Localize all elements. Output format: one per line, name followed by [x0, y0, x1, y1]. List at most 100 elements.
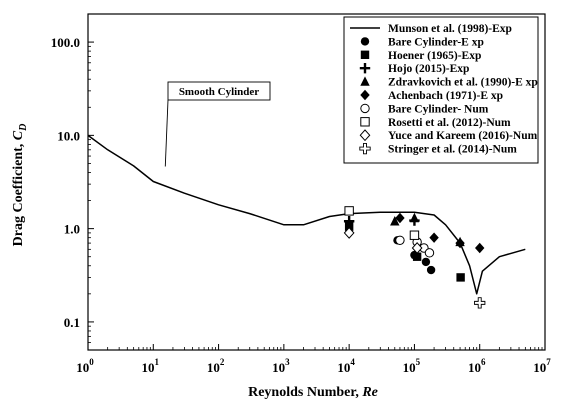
series-5	[395, 212, 485, 254]
x-tick-base: 10	[533, 360, 546, 375]
data-point	[429, 232, 439, 243]
legend-item: Bare Cylinder- Num	[360, 103, 489, 115]
x-tick-exponent: 3	[285, 357, 290, 367]
legend-label: Zdravkovich et al. (1990)-E xp	[388, 77, 538, 89]
data-point	[456, 273, 465, 282]
x-tick-exponent: 1	[155, 357, 160, 367]
x-tick-label: 107	[533, 357, 551, 375]
x-tick-exponent: 2	[220, 357, 225, 367]
series-7	[344, 206, 420, 240]
legend-item: Munson et al. (1998)-Exp	[350, 23, 512, 35]
series-8	[343, 226, 423, 254]
y-axis-title: Drag Coefficient, CD	[11, 124, 29, 247]
x-tick-label: 101	[142, 357, 160, 375]
legend-label: Yuce and Kareem (2016)-Num	[388, 130, 538, 142]
series-layer	[87, 134, 526, 309]
y-axis-title-symbol: C	[11, 130, 26, 140]
x-axis-title-symbol: Re	[361, 385, 378, 400]
data-point	[409, 212, 420, 223]
data-point	[424, 248, 435, 258]
data-point	[344, 206, 354, 216]
legend-item: Zdravkovich et al. (1990)-E xp	[360, 76, 538, 89]
x-tick-exponent: 7	[546, 357, 551, 367]
x-tick-label: 100	[76, 357, 94, 375]
data-point	[421, 257, 431, 267]
x-tick-exponent: 5	[416, 357, 421, 367]
x-tick-label: 103	[272, 357, 290, 375]
x-tick-label: 105	[403, 357, 421, 375]
data-point	[395, 212, 405, 224]
legend-marker	[360, 103, 370, 114]
legend-marker	[359, 142, 371, 155]
x-tick-base: 10	[76, 360, 89, 375]
x-tick-base: 10	[468, 360, 481, 375]
y-tick-label: 100.0	[51, 35, 80, 50]
x-tick-base: 10	[403, 360, 416, 375]
data-point	[426, 265, 436, 275]
data-point	[411, 242, 423, 254]
x-tick-base: 10	[337, 360, 350, 375]
legend-item: Hoener (1965)-Exp	[360, 50, 481, 62]
legend-box	[343, 16, 539, 164]
legend-item: Achenbach (1971)-E xp	[360, 89, 503, 102]
y-tick-label: 10.0	[57, 128, 80, 143]
x-tick-base: 10	[142, 360, 155, 375]
legend-marker	[360, 50, 370, 59]
y-axis-title-subscript: D	[18, 124, 29, 132]
y-tick-label: 1.0	[64, 222, 80, 237]
legend-label: Munson et al. (1998)-Exp	[388, 23, 512, 35]
x-axis-ticks: 100 101 102 103 104 105 106 107	[76, 344, 551, 375]
annotation-box	[167, 81, 271, 101]
y-tick-label: 0.1	[64, 315, 80, 330]
data-point	[343, 226, 355, 239]
legend-marker	[359, 63, 371, 74]
legend-marker	[360, 37, 370, 46]
legend-item: Yuce and Kareem (2016)-Num	[359, 129, 538, 142]
legend-marker	[360, 76, 370, 86]
legend-marker	[360, 117, 370, 127]
legend-label: Bare Cylinder- Num	[388, 103, 489, 115]
data-point	[409, 230, 420, 240]
series-3	[343, 215, 420, 227]
series-2	[344, 222, 465, 282]
data-point	[474, 297, 486, 309]
x-tick-exponent: 0	[89, 357, 94, 367]
legend-label: Achenbach (1971)-E xp	[388, 90, 503, 102]
x-tick-label: 106	[468, 357, 486, 375]
y-axis-title-text: Drag Coefficient,	[11, 140, 26, 246]
x-tick-base: 10	[207, 360, 220, 375]
legend-item: Rosetti et al. (2012)-Num	[360, 117, 511, 129]
legend-marker	[359, 129, 371, 142]
data-point	[412, 252, 422, 261]
legend-marker	[360, 89, 370, 101]
x-tick-base: 10	[272, 360, 285, 375]
series-9	[474, 297, 486, 309]
x-axis-title-text: Reynolds Number,	[248, 385, 362, 400]
x-tick-exponent: 4	[350, 357, 355, 367]
annotation-arrow	[164, 99, 169, 167]
x-tick-exponent: 6	[481, 357, 486, 367]
legend-item: Bare Cylinder-E xp	[360, 36, 484, 48]
legend-label: Stringer et al. (2014)-Num	[388, 144, 517, 156]
annotation-layer: Smooth Cylinder	[164, 81, 271, 167]
data-point	[395, 235, 405, 245]
data-point	[390, 216, 400, 226]
x-axis-title: Reynolds Number, Re	[248, 385, 378, 400]
legend-label: Bare Cylinder-E xp	[388, 36, 484, 48]
plot-frame	[87, 13, 546, 351]
data-point	[343, 216, 355, 227]
legend-label: Hoener (1965)-Exp	[388, 50, 481, 62]
x-tick-label: 102	[207, 357, 225, 375]
legend-label: Hojo (2015)-Exp	[388, 63, 469, 75]
legend-item: Hojo (2015)-Exp	[359, 63, 469, 75]
data-point	[344, 222, 354, 231]
data-point	[455, 237, 465, 249]
legend-item: Stringer et al. (2014)-Num	[359, 142, 517, 156]
x-tick-label: 104	[337, 357, 355, 375]
legend-label: Rosetti et al. (2012)-Num	[388, 117, 511, 129]
y-axis-ticks: 0.1 1.0 10.0 100.0	[51, 13, 94, 351]
annotation-text: Smooth Cylinder	[179, 86, 259, 98]
data-point	[475, 242, 485, 254]
